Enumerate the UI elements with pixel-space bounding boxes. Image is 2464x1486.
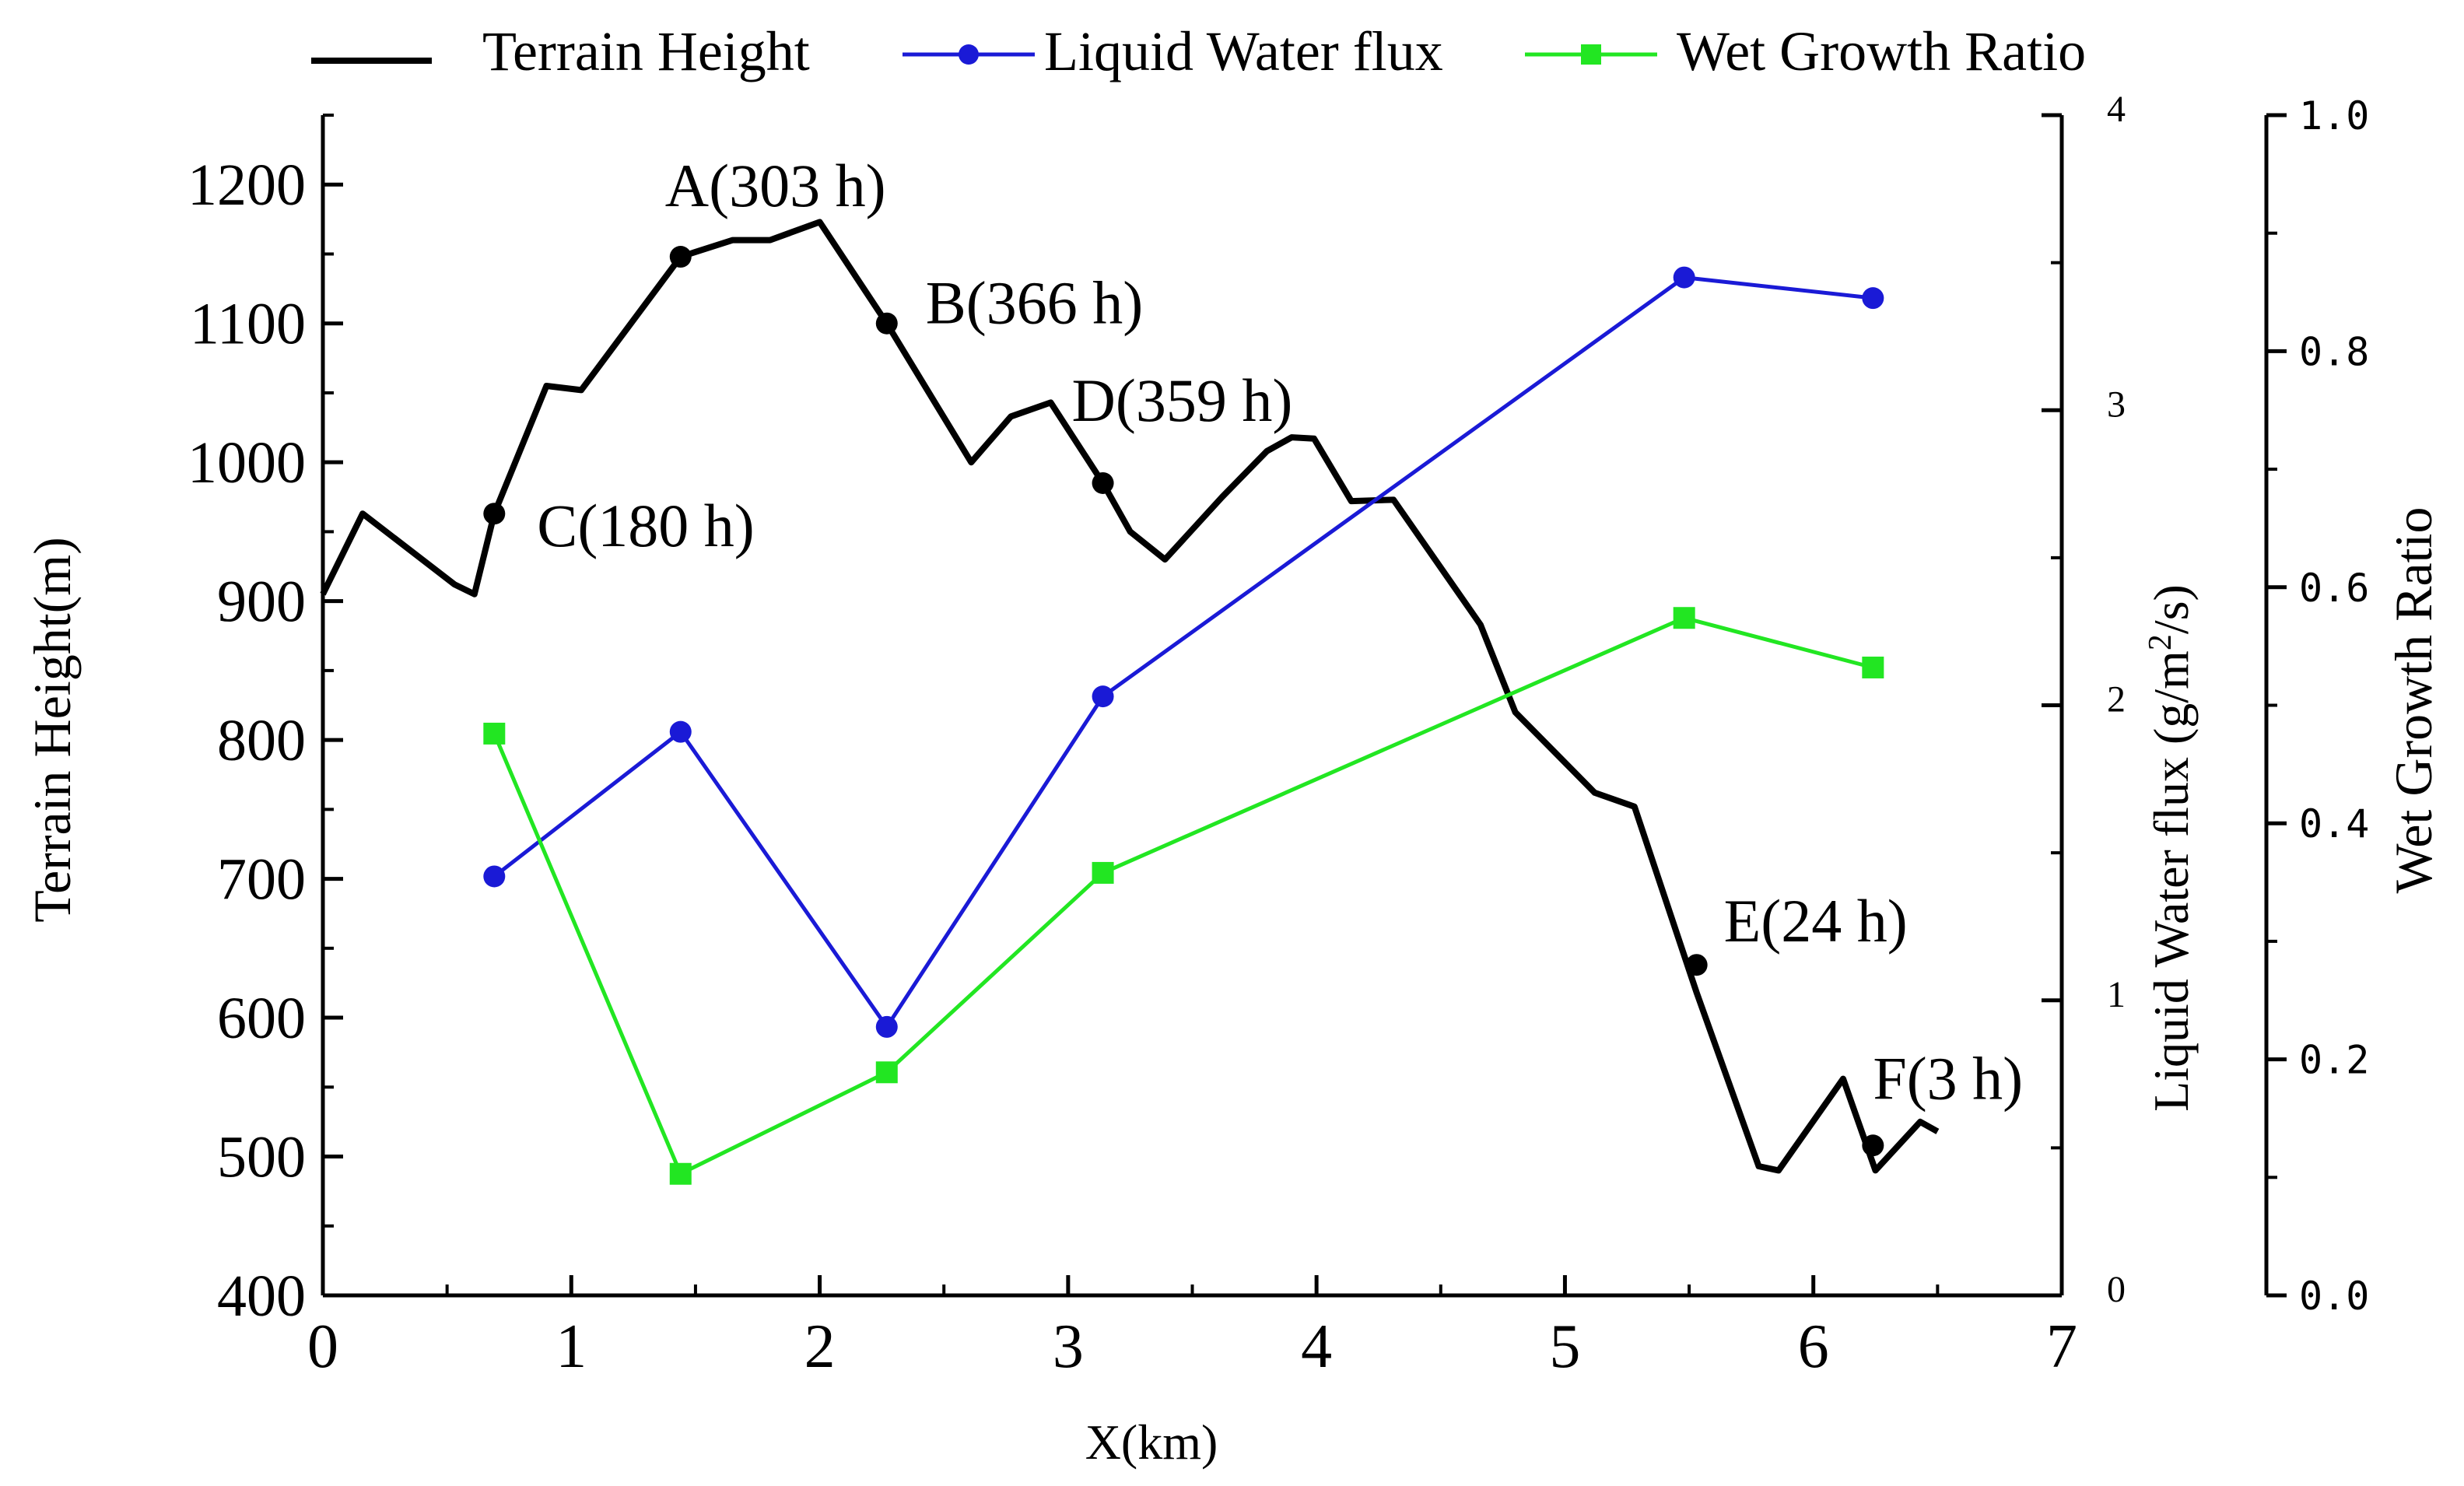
x-tick-label: 6 (1798, 1313, 1829, 1381)
y-left-tick-label: 900 (217, 570, 306, 635)
point-wet-growth-ratio (483, 722, 506, 745)
y-left-tick-label: 1100 (190, 292, 306, 357)
y-right1-tick-label: 0 (2107, 1269, 2126, 1310)
x-tick-label: 2 (804, 1313, 836, 1381)
plot-frame: 0 1 2 3 4 5 6 7 400 500 600 700 800 900 1000 1100 1200 0 1… (188, 89, 2369, 1381)
y-right1-tick-label: 4 (2107, 89, 2126, 130)
y-left-tick-label: 600 (217, 986, 306, 1051)
legend-flux-marker (959, 44, 979, 65)
y-right2-tick-label: 0.2 (2299, 1038, 2369, 1083)
y-left-tick-label: 1200 (188, 152, 306, 218)
annotation-layer: A(303 h) B(366 h) C(180 h) D(359 h) E(24 h) F… (483, 152, 2023, 1157)
annotation-label: E(24 h) (1724, 887, 1908, 955)
point-wet-growth-ratio (1673, 607, 1695, 629)
annotation-point (875, 312, 898, 335)
annotation-label: A(303 h) (665, 152, 886, 219)
annotation-label: D(359 h) (1072, 366, 1293, 434)
point-wet-growth-ratio (1092, 861, 1114, 884)
point-liquid-water-flux (1673, 266, 1695, 289)
annotation-point (1862, 1134, 1884, 1157)
legend: Terrain Height Liquid Water flux Wet Gro… (311, 20, 2086, 82)
marker-layer (483, 266, 1884, 1185)
series-line-wet-growth-ratio (492, 615, 1873, 1176)
x-tick-label: 4 (1301, 1313, 1332, 1381)
annotation-point (483, 503, 506, 525)
legend-flux-label: Liquid Water flux (1044, 20, 1443, 82)
y-right2-tick-label: 1.0 (2299, 93, 2369, 138)
annotation-label: C(180 h) (537, 492, 754, 559)
y-axis-right1-title-main: Liquid Water flux (g/m (2143, 650, 2199, 1112)
x-axis-title: X(km) (1085, 1414, 1218, 1470)
y-right1-tick-label: 1 (2107, 974, 2126, 1015)
y-left-tick-label: 400 (217, 1263, 306, 1329)
point-wet-growth-ratio (1862, 656, 1884, 678)
y-left-tick-label: 1000 (188, 430, 306, 496)
legend-terrain-label: Terrain Height (482, 20, 810, 82)
point-liquid-water-flux (669, 720, 692, 743)
annotation-point (1092, 471, 1114, 494)
y-axis-right2-title: Wet Growth Ratio (2384, 507, 2443, 894)
annotation-label: B(366 h) (926, 269, 1143, 337)
annotation-point (1685, 954, 1708, 976)
point-liquid-water-flux (1862, 287, 1884, 310)
series-line-terrain-height (320, 219, 1940, 1174)
y-axis-left-title: Terrain Height(m) (23, 537, 82, 923)
y-left-tick-label: 700 (217, 847, 306, 913)
y-right2-tick-label: 0.0 (2299, 1274, 2369, 1319)
x-tick-label: 5 (1549, 1313, 1580, 1381)
y-axis-right1-title: Liquid Water flux (g/m2/s) (2143, 584, 2199, 1112)
y-right1-tick-label: 2 (2107, 679, 2126, 720)
x-tick-label: 1 (556, 1313, 587, 1381)
point-wet-growth-ratio (669, 1162, 692, 1185)
point-liquid-water-flux (483, 865, 506, 888)
y-left-tick-label: 500 (217, 1125, 306, 1190)
point-liquid-water-flux (1092, 685, 1114, 708)
x-tick-label: 0 (307, 1313, 338, 1381)
annotation-label: F(3 h) (1873, 1044, 2023, 1112)
y-right2-tick-label: 0.8 (2299, 329, 2369, 374)
point-liquid-water-flux (875, 1015, 898, 1038)
x-tick-label: 3 (1053, 1313, 1084, 1381)
y-left-tick-label: 800 (217, 708, 306, 773)
point-wet-growth-ratio (875, 1061, 898, 1084)
y-right2-tick-label: 0.4 (2299, 801, 2369, 846)
annotation-point (669, 246, 692, 268)
x-tick-label: 7 (2046, 1313, 2077, 1381)
series-layer (320, 219, 1940, 1176)
legend-wet-label: Wet Growth Ratio (1677, 20, 2086, 82)
legend-wet-marker (1581, 44, 1601, 65)
y-right1-tick-label: 3 (2107, 384, 2126, 425)
y-axis-right1-title-end: /s) (2143, 584, 2199, 634)
series-line-liquid-water-flux (492, 275, 1873, 1029)
y-right2-tick-label: 0.6 (2299, 566, 2369, 611)
y-axis-right1-title-sup: 2 (2143, 634, 2178, 650)
